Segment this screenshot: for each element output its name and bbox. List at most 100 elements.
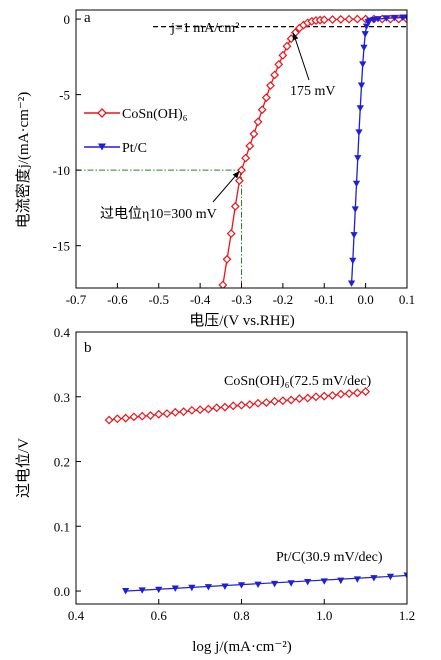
x-tick-label: -0.3 (231, 292, 252, 307)
y-tick-label: 0.0 (54, 584, 70, 599)
x-tick-label: 1.2 (399, 608, 415, 623)
data-point-pt-c-30-9-mv-dec (353, 576, 361, 583)
data-point-cosn-oh-72-5-mv-dec (121, 413, 131, 423)
panel-b-y-axis-label: 过电位/V (15, 438, 32, 498)
data-point-pt-c (352, 180, 361, 188)
y-tick-label: 0.4 (54, 325, 71, 340)
data-point-cosn-oh-72-5-mv-dec (237, 400, 246, 410)
data-point-cosn-oh-72-5-mv-dec (104, 415, 114, 425)
data-point-pt-c (382, 15, 390, 22)
x-tick-label: -0.5 (148, 292, 169, 307)
panel-a-label: a (84, 10, 91, 26)
data-point-pt-c-30-9-mv-dec (221, 583, 229, 590)
data-point-cosn-oh-72-5-mv-dec (170, 407, 180, 417)
panel-b: 0.4 0.6 0.8 1.0 1.2 0.0 0.1 0.2 0.3 0.4 b log j/… (15, 325, 415, 655)
panel-b-series-cosnoh6 (104, 387, 371, 425)
data-point-pt-c (351, 206, 359, 213)
panel-a-x-axis-label: 电压/(V vs.RHE) (189, 312, 295, 329)
panel-a-series-ptc (347, 14, 407, 287)
data-point-cosn-oh (352, 14, 362, 24)
data-point-pt-c (354, 155, 362, 162)
panel-b-y-ticks: 0.0 0.1 0.2 0.3 0.4 (54, 325, 81, 599)
x-tick-label: 0.1 (399, 292, 415, 307)
data-point-cosn-oh-72-5-mv-dec (179, 407, 189, 417)
data-point-cosn-oh (278, 50, 288, 60)
y-tick-label: -10 (53, 163, 70, 178)
data-point-pt-c (356, 105, 364, 112)
panel-a-y-axis-label: 电流密度j/(mA·cm⁻²) (15, 92, 32, 229)
data-point-pt-c-30-9-mv-dec (337, 577, 345, 585)
data-point-pt-c (361, 31, 369, 38)
data-point-cosn-oh (319, 15, 329, 25)
x-tick-label: -0.2 (273, 292, 294, 307)
data-point-cosn-oh-72-5-mv-dec (146, 411, 155, 420)
panel-a-x-ticks: -0.7 -0.6 -0.5 -0.4 -0.3 -0.2 -0.1 0.0 0.1 (66, 283, 415, 307)
legend-item-ptc: Pt/C (84, 141, 147, 156)
data-point-pt-c (366, 17, 374, 24)
legend-label-ptc: Pt/C (122, 141, 147, 156)
data-point-pt-c-30-9-mv-dec (138, 587, 146, 594)
data-point-pt-c (350, 232, 358, 239)
data-point-pt-c-30-9-mv-dec (271, 580, 279, 588)
data-point-pt-c-30-9-mv-dec (122, 588, 130, 595)
data-point-cosn-oh-72-5-mv-dec (344, 389, 354, 398)
data-point-cosn-oh-72-5-mv-dec (336, 389, 346, 399)
x-tick-label: -0.7 (66, 292, 87, 307)
data-point-pt-c-30-9-mv-dec (304, 578, 312, 586)
y-tick-label: -5 (59, 88, 70, 103)
data-point-pt-c-30-9-mv-dec (386, 573, 395, 581)
y-tick-label: -15 (53, 239, 70, 254)
panel-a-reference-line-eta10 (76, 169, 242, 288)
data-point-cosn-oh-72-5-mv-dec (253, 398, 263, 408)
panel-b-label: b (84, 340, 92, 356)
x-tick-label: 1.0 (316, 608, 332, 623)
data-point-cosn-oh (218, 280, 228, 288)
data-point-pt-c-30-9-mv-dec (403, 572, 407, 579)
series-line-pt-c (350, 16, 407, 284)
data-point-cosn-oh (226, 229, 236, 239)
data-point-pt-c-30-9-mv-dec (320, 578, 328, 585)
legend-item-cosnoh6: CoSn(OH)₆ (84, 107, 188, 122)
x-tick-label: -0.1 (314, 292, 335, 307)
x-tick-label: 0.0 (358, 292, 374, 307)
data-point-cosn-oh-72-5-mv-dec (212, 403, 222, 413)
data-point-pt-c-30-9-mv-dec (254, 581, 262, 588)
data-point-cosn-oh (241, 153, 251, 163)
fit-line-pt-c-30-9-mv-dec (125, 574, 407, 592)
annotation-175mv: 175 mV (290, 84, 336, 99)
data-point-cosn-oh (266, 81, 275, 90)
y-tick-label: 0 (64, 12, 71, 27)
data-point-cosn-oh-72-5-mv-dec (278, 396, 288, 406)
data-point-cosn-oh-72-5-mv-dec (154, 409, 164, 419)
data-point-cosn-oh-72-5-mv-dec (187, 405, 197, 415)
annotation-175mv-arrowhead (292, 32, 299, 41)
data-point-cosn-oh-72-5-mv-dec (311, 392, 321, 402)
data-point-pt-c (370, 16, 378, 24)
x-tick-label: -0.4 (190, 292, 211, 307)
data-point-cosn-oh-72-5-mv-dec (352, 388, 362, 398)
legend-label-cosnoh6: CoSn(OH)₆ (122, 107, 188, 122)
panel-a-legend: CoSn(OH)₆ Pt/C (84, 107, 188, 156)
data-point-pt-c (403, 14, 407, 21)
data-point-cosn-oh (328, 15, 337, 24)
data-point-pt-c-30-9-mv-dec (155, 586, 163, 594)
data-point-pt-c (349, 257, 357, 265)
data-point-cosn-oh-72-5-mv-dec (228, 401, 238, 411)
series-label-ptc: Pt/C(30.9 mV/dec) (276, 550, 383, 565)
data-point-cosn-oh-72-5-mv-dec (270, 396, 280, 406)
data-point-cosn-oh (222, 254, 232, 264)
panel-a-y-ticks: 0 -5 -10 -15 (53, 12, 81, 254)
y-tick-label: 0.1 (54, 519, 70, 534)
data-point-cosn-oh-72-5-mv-dec (328, 391, 337, 400)
legend-marker-cosnoh6 (97, 108, 107, 118)
data-point-pt-c-30-9-mv-dec (204, 584, 212, 591)
data-point-cosn-oh-72-5-mv-dec (137, 411, 147, 421)
y-tick-label: 0.2 (54, 455, 70, 470)
data-point-cosn-oh-72-5-mv-dec (203, 404, 213, 414)
data-point-cosn-oh (245, 141, 255, 151)
x-tick-label: -0.6 (107, 292, 128, 307)
data-point-cosn-oh (234, 176, 244, 186)
data-point-cosn-oh (249, 129, 259, 139)
data-point-cosn-oh-72-5-mv-dec (129, 412, 139, 422)
